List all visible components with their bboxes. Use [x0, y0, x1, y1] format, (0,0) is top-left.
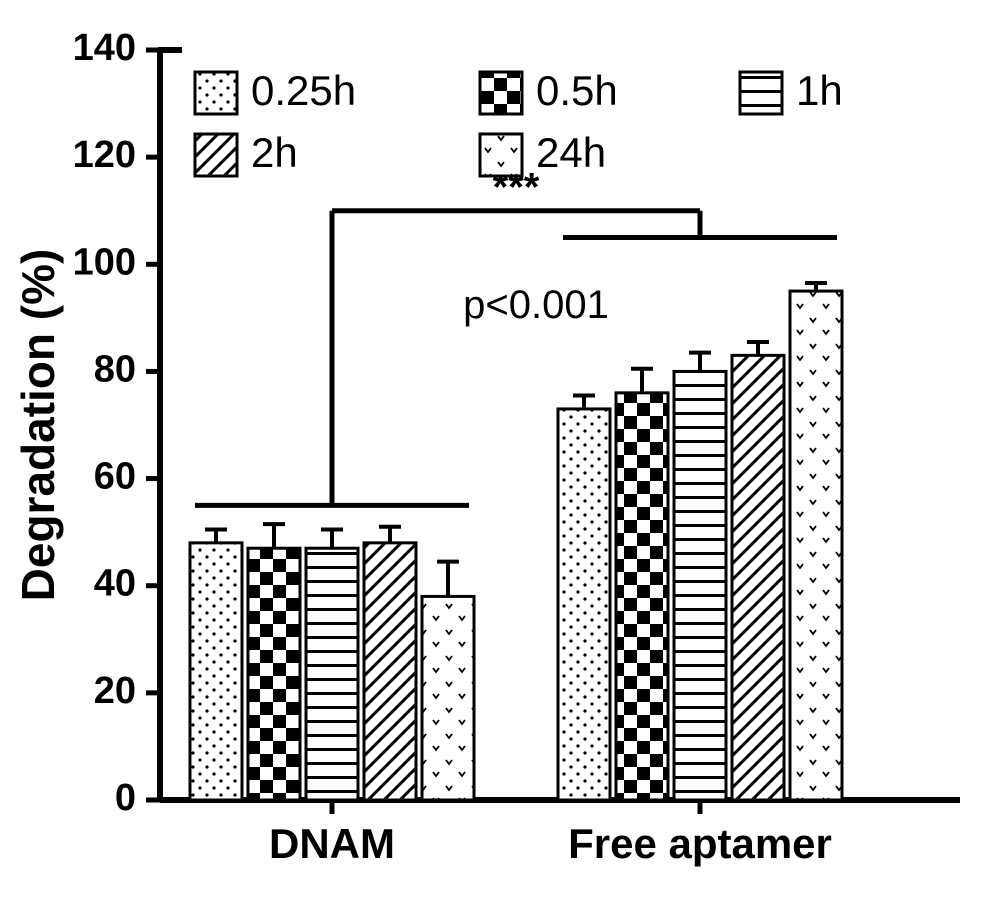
bar	[422, 596, 474, 800]
y-axis-label: Degradation (%)	[12, 249, 64, 602]
legend-swatch	[195, 134, 237, 176]
y-tick-label: 60	[94, 456, 136, 498]
chart-svg: 0 20 40 60 80 100 120 140 Degradation (%) DNAM Fre…	[0, 0, 985, 917]
p-value-text: p<0.001	[463, 283, 609, 327]
legend-swatch	[740, 72, 782, 114]
legend-swatch	[480, 72, 522, 114]
legend-label: 2h	[251, 129, 298, 176]
bar	[674, 371, 726, 800]
degradation-bar-chart: 0 20 40 60 80 100 120 140 Degradation (%) DNAM Fre…	[0, 0, 985, 917]
y-tick-label: 0	[115, 777, 136, 819]
bar	[306, 548, 358, 800]
bar	[732, 355, 784, 800]
bar	[616, 393, 668, 800]
y-tick-label: 80	[94, 348, 136, 390]
bar	[558, 409, 610, 800]
y-tick-label: 120	[73, 134, 136, 176]
bar	[248, 548, 300, 800]
x-category-label: Free aptamer	[568, 820, 832, 867]
legend-label: 0.25h	[251, 67, 356, 114]
legend-label: 0.5h	[536, 67, 618, 114]
legend-label: 1h	[796, 67, 843, 114]
bar	[790, 291, 842, 800]
legend-label: 24h	[536, 129, 606, 176]
y-tick-label: 140	[73, 27, 136, 69]
y-tick-label: 20	[94, 670, 136, 712]
legend-swatch	[480, 134, 522, 176]
x-category-label: DNAM	[269, 820, 395, 867]
y-tick-label: 40	[94, 563, 136, 605]
bar	[364, 543, 416, 800]
legend-swatch	[195, 72, 237, 114]
y-tick-label: 100	[73, 241, 136, 283]
bar	[190, 543, 242, 800]
